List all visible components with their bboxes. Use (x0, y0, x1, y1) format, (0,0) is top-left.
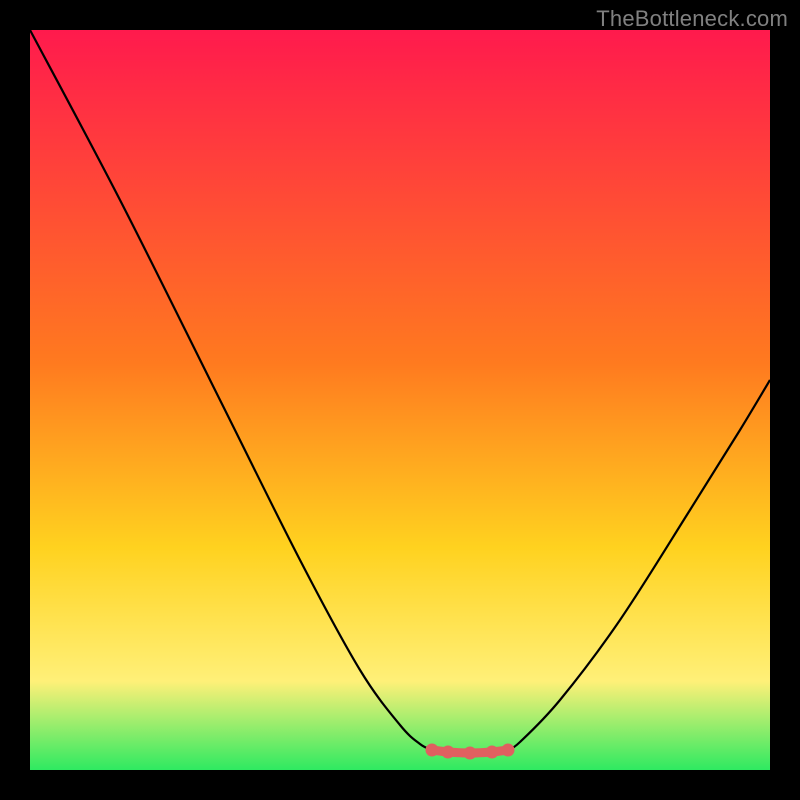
flat-dot (486, 746, 499, 759)
flat-dot (442, 746, 455, 759)
chart-frame: TheBottleneck.com (0, 0, 800, 800)
flat-dot (502, 744, 515, 757)
flat-dot (426, 744, 439, 757)
plot-svg (0, 0, 800, 800)
plot-background (30, 30, 770, 770)
watermark-text: TheBottleneck.com (596, 6, 788, 32)
flat-dot (464, 747, 477, 760)
